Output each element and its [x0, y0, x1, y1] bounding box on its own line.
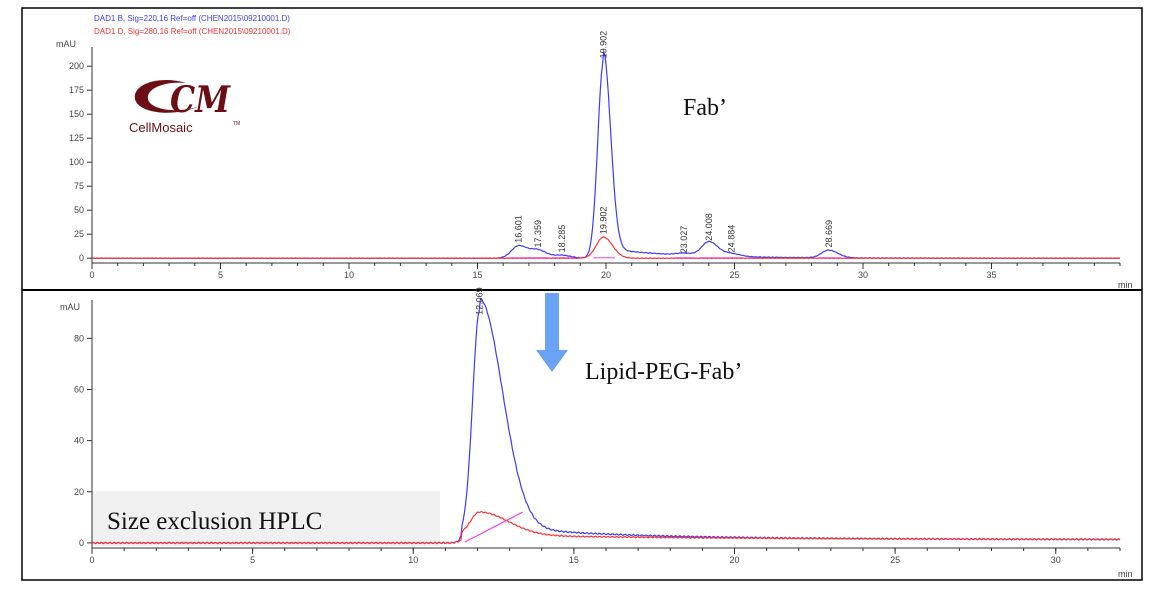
- legend-entry-280: DAD1 D, Sig=280,16 Ref=off (CHEN2015\092…: [94, 27, 291, 36]
- y-tick-label: 200: [69, 61, 84, 71]
- y-tick-label: 125: [69, 133, 84, 143]
- logo-tm: TM: [233, 121, 240, 127]
- logo-swoosh: [134, 80, 200, 113]
- x-tick-label: 25: [890, 555, 900, 565]
- y-tick-label: 20: [74, 487, 84, 497]
- x-tick-label: 0: [89, 270, 94, 280]
- figure-frame: [21, 7, 1143, 581]
- x-tick-label: 0: [89, 555, 94, 565]
- top-chromatogram: DAD1 B, Sig=220,16 Ref=off (CHEN2015\092…: [56, 14, 1133, 290]
- x-tick-label: 35: [986, 270, 996, 280]
- peak-label: 23.027: [679, 226, 689, 254]
- y-tick-label: 100: [69, 157, 84, 167]
- y-tick-label: 25: [74, 229, 84, 239]
- peak-label: 18.285: [557, 225, 567, 253]
- trace-280: [91, 236, 1121, 260]
- peak-label: 24.884: [727, 225, 737, 253]
- integration-baseline: [464, 511, 523, 543]
- caption-box: [92, 491, 440, 546]
- arrow-shaft: [545, 293, 559, 351]
- x-tick-label: 10: [408, 555, 418, 565]
- size-exclusion-caption: Size exclusion HPLC: [107, 508, 322, 535]
- y-tick-label: 50: [74, 205, 84, 215]
- y-tick-label: 75: [74, 181, 84, 191]
- trace-280: [91, 510, 1121, 545]
- x-tick-label: 5: [218, 270, 223, 280]
- logo-mark: CM: [170, 79, 231, 121]
- y-tick-label: 0: [79, 253, 84, 263]
- down-arrow: [536, 293, 568, 372]
- x-tick-label: 10: [344, 270, 354, 280]
- logo-text: CellMosaic: [129, 120, 193, 135]
- y-axis-label: mAU: [56, 39, 76, 49]
- y-tick-label: 0: [79, 538, 84, 548]
- peak-label: 16.601: [514, 215, 524, 243]
- x-tick-label: 20: [601, 270, 611, 280]
- y-tick-label: 40: [74, 436, 84, 446]
- x-tick-label: 15: [472, 270, 482, 280]
- peak-label: 19.902: [598, 207, 608, 235]
- bottom-chromatogram: mAU min 0 5 10 15 20 25 30 0 20 40 60 80 12.069 Lip…: [60, 287, 1133, 579]
- y-tick-label: 60: [74, 384, 84, 394]
- arrow-head: [536, 350, 568, 372]
- peak-label: 24.008: [704, 213, 714, 241]
- x-axis-unit-2: min: [1118, 569, 1133, 579]
- legend-entry-220: DAD1 B, Sig=220,16 Ref=off (CHEN2015\092…: [94, 14, 290, 23]
- x-tick-label: 30: [858, 270, 868, 280]
- y-tick-label: 150: [69, 109, 84, 119]
- peak-label: 12.069: [475, 287, 485, 315]
- peak-label: 19.902: [598, 31, 608, 59]
- x-tick-label: 25: [729, 270, 739, 280]
- fab-annotation: Fab’: [683, 95, 727, 121]
- x-tick-label: 15: [569, 555, 579, 565]
- lipid-peg-fab-annotation: Lipid-PEG-Fab’: [585, 359, 742, 385]
- x-axis-unit: min: [1118, 280, 1133, 290]
- x-tick-label: 30: [1051, 555, 1061, 565]
- y-tick-label: 175: [69, 85, 84, 95]
- peak-label: 28.669: [824, 220, 834, 248]
- peak-label: 17.359: [533, 220, 543, 248]
- x-tick-label: 5: [250, 555, 255, 565]
- cellmosaic-logo: CM CellMosaic TM: [129, 79, 240, 135]
- y-axis-label-2: mAU: [60, 302, 80, 312]
- x-tick-label: 20: [729, 555, 739, 565]
- y-tick-label: 80: [74, 333, 84, 343]
